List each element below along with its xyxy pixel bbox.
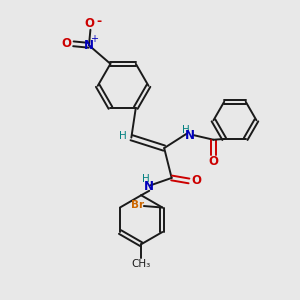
Text: O: O — [208, 155, 218, 168]
Text: N: N — [84, 39, 94, 52]
Text: +: + — [90, 34, 98, 44]
Text: O: O — [85, 17, 95, 30]
Text: O: O — [191, 174, 201, 188]
Text: N: N — [185, 129, 195, 142]
Text: H: H — [119, 131, 127, 141]
Text: O: O — [61, 37, 71, 50]
Text: CH₃: CH₃ — [132, 259, 151, 269]
Text: N: N — [144, 180, 154, 194]
Text: -: - — [96, 15, 101, 28]
Text: H: H — [142, 174, 150, 184]
Text: Br: Br — [131, 200, 145, 210]
Text: H: H — [182, 124, 190, 135]
